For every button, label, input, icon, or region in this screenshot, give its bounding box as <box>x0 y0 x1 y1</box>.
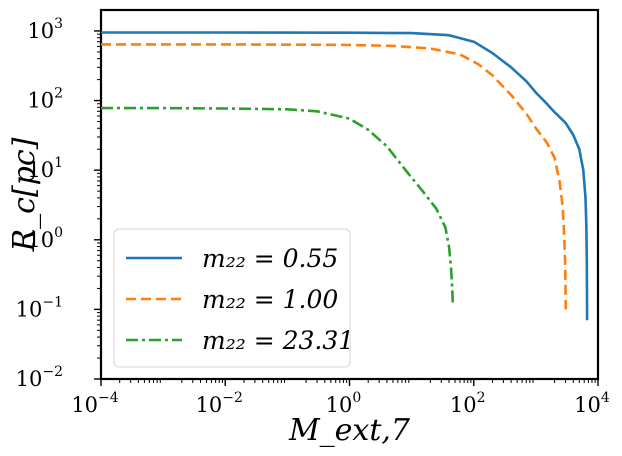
legend-label-1: m₂₂ = 0.55 <box>202 244 338 273</box>
x-axis-title: M_ext,7 <box>288 413 411 448</box>
series-layer <box>101 31 589 321</box>
legend-box <box>113 228 351 368</box>
y-tick-label: 10−1 <box>16 294 63 321</box>
legend-label-2: m₂₂ = 1.00 <box>202 285 338 314</box>
y-axis-title: R_c[pc] <box>7 137 42 252</box>
y-tick-label: 103 <box>27 16 63 43</box>
y-tick-label: 102 <box>27 86 63 113</box>
legend-label-3: m₂₂ = 23.31 <box>202 326 354 355</box>
x-tick-label: 102 <box>450 390 486 417</box>
y-tick-label: 101 <box>27 155 63 182</box>
legend: m₂₂ = 0.55 m₂₂ = 1.00 m₂₂ = 23.31 <box>113 228 354 368</box>
series-line-2 <box>101 43 568 310</box>
axis-titles: M_ext,7 R_c[pc] <box>7 137 411 448</box>
x-tick-label: 10−4 <box>71 390 118 417</box>
x-tick-label: 10−2 <box>196 390 243 417</box>
y-tick-label: 10−2 <box>16 364 63 391</box>
series-line-1 <box>101 31 589 321</box>
series-line-3 <box>101 106 455 304</box>
x-tick-label: 104 <box>574 390 610 417</box>
